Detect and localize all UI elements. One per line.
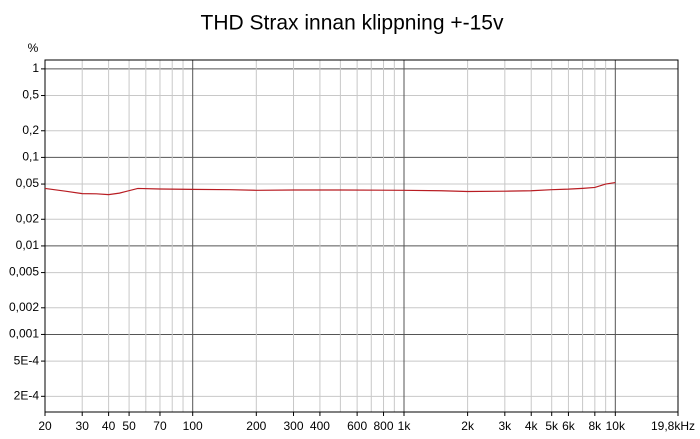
x-tick-label: 4k bbox=[525, 419, 539, 433]
x-tick-label: 5k bbox=[545, 419, 559, 433]
x-tick-label: 200 bbox=[246, 419, 266, 433]
y-tick-label: 0,005 bbox=[9, 265, 39, 279]
x-tick-label: 6k bbox=[562, 419, 576, 433]
y-tick-label: 0,001 bbox=[9, 327, 39, 341]
chart-title: THD Strax innan klippning +-15v bbox=[201, 12, 504, 35]
y-tick-label: 0,5 bbox=[22, 88, 39, 102]
y-tick-label: 0,1 bbox=[22, 150, 39, 164]
x-tick-label: 800 bbox=[374, 419, 394, 433]
y-tick-label: 0,002 bbox=[9, 300, 39, 314]
x-tick-label: 1k bbox=[398, 419, 412, 433]
x-tick-label: 2k bbox=[461, 419, 475, 433]
x-tick-label: 40 bbox=[102, 419, 116, 433]
x-tick-label: 50 bbox=[122, 419, 136, 433]
plot-frame bbox=[44, 59, 679, 413]
x-tick-label: 300 bbox=[284, 419, 304, 433]
x-tick-label: 400 bbox=[310, 419, 330, 433]
y-tick-label: 0,2 bbox=[22, 123, 39, 137]
x-tick-label: 600 bbox=[347, 419, 367, 433]
y-tick-label: 0,02 bbox=[16, 211, 40, 225]
x-tick-label: 30 bbox=[76, 419, 90, 433]
x-tick-label: 70 bbox=[153, 419, 167, 433]
data-line bbox=[44, 181, 616, 196]
y-tick-label: 0,01 bbox=[16, 238, 40, 252]
x-tick-label: 19,8kHz bbox=[651, 419, 695, 433]
x-tick-label: 8k bbox=[588, 419, 602, 433]
y-tick-label: 1 bbox=[32, 61, 39, 75]
y-tick-label: 2E-4 bbox=[14, 388, 40, 402]
y-tick-label: 0,05 bbox=[16, 176, 40, 190]
x-tick-label: 100 bbox=[183, 419, 203, 433]
y-axis-label: % bbox=[28, 41, 39, 55]
x-tick-label: 20 bbox=[38, 419, 52, 433]
y-tick-label: 5E-4 bbox=[14, 353, 40, 367]
x-tick-label: 3k bbox=[498, 419, 512, 433]
x-tick-label: 10k bbox=[606, 419, 626, 433]
